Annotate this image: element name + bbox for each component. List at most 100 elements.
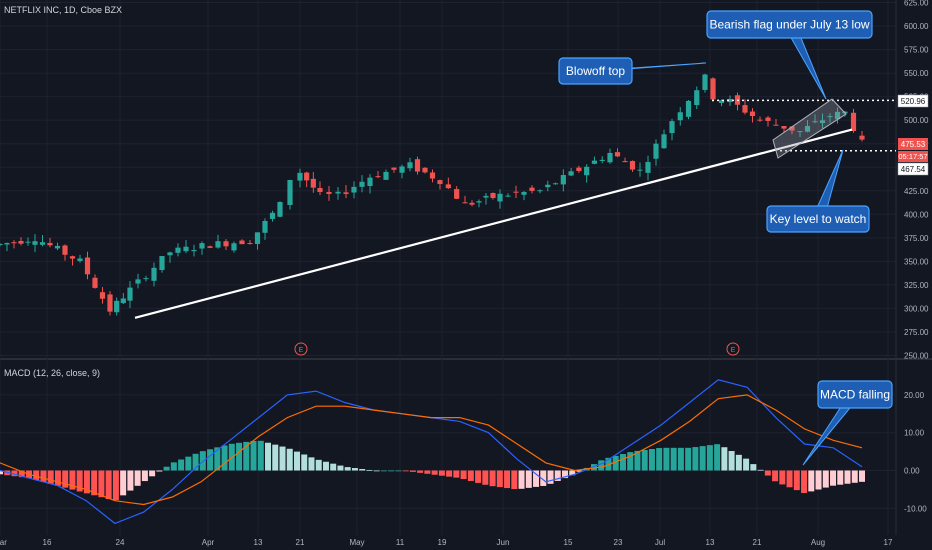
callout-key-level[interactable]: Key level to watch <box>766 149 870 233</box>
macd-histogram-bar <box>207 449 214 471</box>
macd-histogram-bar <box>511 470 518 490</box>
macd-histogram-bar <box>859 470 865 482</box>
macd-histogram-bar <box>120 470 127 496</box>
macd-histogram-bar <box>402 470 409 472</box>
earnings-marker-jul[interactable]: E <box>726 342 740 356</box>
candle-body <box>645 162 651 173</box>
callout-macd-falling-text: MACD falling <box>820 388 890 402</box>
macd-histogram-bar <box>692 447 699 471</box>
macd-histogram-bar <box>518 470 525 489</box>
candle-body <box>637 169 643 171</box>
candle-body <box>11 242 17 244</box>
time-tick-label: 13 <box>706 538 715 547</box>
candle-body <box>529 187 535 191</box>
candle-body <box>215 241 221 248</box>
candle-body <box>552 183 559 185</box>
macd-histogram-bar <box>837 470 844 485</box>
macd-histogram-bar <box>793 470 800 491</box>
grid <box>0 0 932 535</box>
callout-blowoff-top[interactable]: Blowoff top <box>558 57 707 85</box>
macd-histogram-bar <box>786 470 793 488</box>
time-tick-label: Apr <box>202 538 215 547</box>
candle-body <box>239 240 245 245</box>
svg-text:467.54: 467.54 <box>901 165 926 174</box>
macd-histogram-bar <box>351 468 358 471</box>
candle-body <box>513 191 519 193</box>
candle-body <box>120 298 126 304</box>
candle-body <box>521 192 527 195</box>
macd-histogram-bar <box>417 470 424 473</box>
candle-body <box>834 111 841 120</box>
macd-histogram-bar <box>706 445 713 471</box>
candle-body <box>0 243 3 245</box>
macd-histogram-bar <box>612 455 619 471</box>
time-tick-label: 15 <box>564 538 573 547</box>
candle-body <box>622 161 628 163</box>
macd-histogram-bar <box>424 470 431 474</box>
candle-body <box>143 278 149 280</box>
time-tick-label: 13 <box>254 538 263 547</box>
macd-histogram-bar <box>670 447 677 471</box>
overlays <box>134 98 896 319</box>
candle-body <box>781 125 787 129</box>
macd-histogram-bar <box>257 440 264 471</box>
candle-body <box>62 245 68 255</box>
macd-histogram-bar <box>112 470 119 501</box>
price-tick-label: 600.00 <box>904 22 929 31</box>
macd-histogram-bar <box>641 449 648 471</box>
candle-body <box>850 112 857 132</box>
callout-macd-falling[interactable]: MACD falling <box>802 380 893 466</box>
candle-body <box>694 90 700 106</box>
candle-body <box>25 241 31 243</box>
price-tick-label: 575.00 <box>904 46 929 55</box>
macd-histogram-bar <box>76 470 83 492</box>
candle-body <box>191 250 197 252</box>
time-tick-label: 24 <box>116 538 125 547</box>
macd-histogram-bar <box>98 470 105 498</box>
candle-body <box>92 277 98 288</box>
price-tick-label: 275.00 <box>904 328 929 337</box>
macd-histogram-bar <box>721 447 728 471</box>
callout-bearish-flag[interactable]: Bearish flag under July 13 low <box>706 10 873 100</box>
candle-body <box>223 241 229 247</box>
macd-title: MACD (12, 26, close, 9) <box>4 368 100 378</box>
macd-histogram-bar <box>504 470 511 489</box>
candle-body <box>599 159 605 161</box>
macd-histogram-bar <box>141 470 148 482</box>
level-badge-lower: 467.54 <box>897 162 929 176</box>
candle-body <box>469 202 475 205</box>
candle-body <box>367 177 373 186</box>
macd-histogram-bar <box>395 470 402 472</box>
macd-histogram-bar <box>714 444 721 471</box>
earnings-marker-apr[interactable]: E <box>294 342 308 356</box>
candle-body <box>107 294 113 312</box>
candle-body <box>114 300 120 313</box>
candle-body <box>827 116 833 118</box>
candle-body <box>773 124 779 126</box>
macd-histogram-bar <box>743 458 750 471</box>
macd-histogram-bar <box>648 448 655 471</box>
macd-histogram-bar <box>728 451 735 471</box>
macd-histogram-bar <box>547 470 554 484</box>
trendline[interactable] <box>134 128 853 319</box>
candle-body <box>490 193 496 199</box>
candle-body <box>343 192 349 194</box>
callout-blowoff-top-text: Blowoff top <box>566 64 625 78</box>
macd-histogram-bar <box>286 448 293 471</box>
price-tick-label: 250.00 <box>904 352 929 361</box>
macd-histogram-bar <box>134 470 141 486</box>
time-tick-label: 17 <box>884 538 893 547</box>
callout-bearish-flag-text: Bearish flag under July 13 low <box>709 18 869 32</box>
macd-histogram-bar <box>91 470 98 496</box>
candle-body <box>99 292 106 299</box>
macd-histogram-bar <box>475 470 482 483</box>
macd-histogram-bar <box>243 441 250 471</box>
price-tick-label: 425.00 <box>904 187 929 196</box>
candle-body <box>54 245 61 249</box>
candle-body <box>765 117 771 121</box>
bearish-flag-zone[interactable] <box>772 98 847 159</box>
macd-axis: -10.00 0.00 10.00 20.00 <box>904 391 927 513</box>
macd-histogram-bar <box>460 470 467 480</box>
candle-body <box>159 256 165 271</box>
